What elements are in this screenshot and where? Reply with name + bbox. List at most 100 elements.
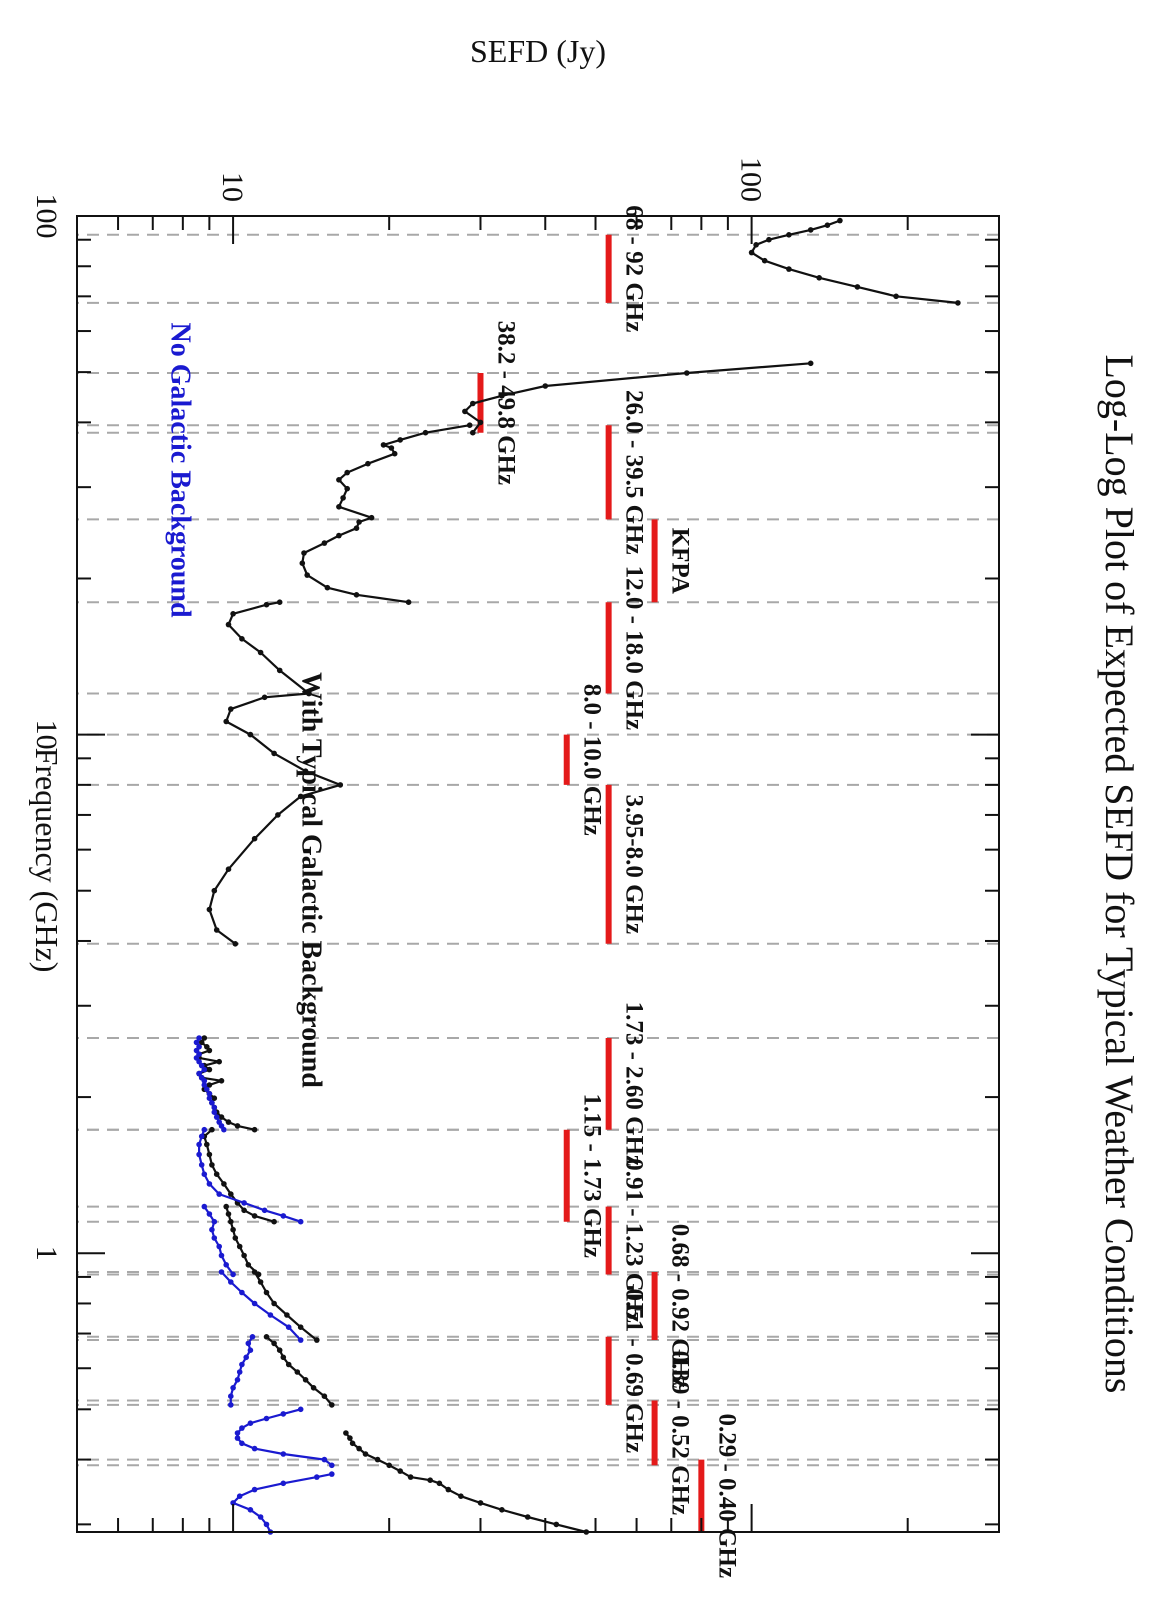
series-0-point-2-3 bbox=[271, 1300, 277, 1307]
series-0-point-4-8 bbox=[206, 1151, 213, 1158]
series-0-point-7-3 bbox=[239, 636, 245, 642]
series-0-point-8-20 bbox=[397, 437, 403, 443]
series-0-point-1-9 bbox=[263, 1334, 270, 1340]
band-label-7: 3.95-8.0 GHz bbox=[621, 795, 648, 935]
series-1-point-6-5 bbox=[211, 1104, 218, 1111]
series-0-point-1-5 bbox=[285, 1361, 292, 1368]
series-0-point-0-10 bbox=[397, 1468, 403, 1474]
series-1-point-0-4 bbox=[230, 1500, 236, 1506]
annotation-galactic: With Typical Galactic Background bbox=[295, 672, 326, 1088]
annotation-no-galactic: No Galactic Background bbox=[164, 322, 195, 617]
series-1-point-0-5 bbox=[236, 1493, 243, 1499]
series-1-point-2-3 bbox=[234, 1377, 241, 1383]
chart-title: Log-Log Plot of Expected SEFD for Typica… bbox=[1097, 354, 1142, 1393]
series-0-point-4-11 bbox=[209, 1126, 215, 1133]
series-0-point-6-6 bbox=[275, 812, 281, 818]
series-0-point-3-7 bbox=[225, 1211, 232, 1217]
series-0-point-6-5 bbox=[251, 835, 258, 842]
series-0-point-3-8 bbox=[223, 1203, 229, 1210]
series-1-point-6-10 bbox=[201, 1082, 208, 1088]
series-1-point-1-6 bbox=[234, 1430, 241, 1436]
series-0-line-10 bbox=[750, 219, 959, 304]
series-1-point-1-2 bbox=[280, 1451, 287, 1457]
series-1-point-1-5 bbox=[234, 1435, 241, 1441]
series-0-point-8-7 bbox=[336, 532, 342, 539]
series-1-point-4-4 bbox=[211, 1235, 218, 1241]
series-0-line-8 bbox=[301, 424, 470, 604]
band-label-11: 26.0 - 39.5 GHz bbox=[621, 390, 648, 555]
series-1-point-4-5 bbox=[209, 1226, 215, 1233]
x-tick-label-1: 10 bbox=[30, 720, 63, 750]
series-1-point-1-4 bbox=[239, 1440, 245, 1447]
series-0-point-5-10 bbox=[206, 1082, 213, 1088]
series-0-point-3-6 bbox=[227, 1218, 234, 1225]
series-0-point-6-14 bbox=[261, 694, 268, 701]
series-1-point-2-2 bbox=[230, 1385, 236, 1391]
series-1-point-6-8 bbox=[206, 1090, 213, 1097]
series-0-point-1-4 bbox=[294, 1369, 301, 1375]
series-1-line-0 bbox=[231, 1473, 333, 1533]
series-0-point-8-3 bbox=[304, 572, 310, 578]
series-0-point-6-12 bbox=[223, 718, 229, 725]
series-1-point-3-4 bbox=[239, 1289, 245, 1296]
series-0-point-4-1 bbox=[251, 1213, 258, 1219]
series-0-point-8-22 bbox=[466, 422, 473, 429]
series-0-point-4-7 bbox=[209, 1162, 215, 1168]
series-0-point-6-3 bbox=[211, 887, 218, 894]
series-0-point-10-12 bbox=[837, 217, 843, 224]
series-0-point-5-20 bbox=[203, 1044, 210, 1050]
series-0-point-9-6 bbox=[683, 370, 690, 376]
series-0-point-10-5 bbox=[761, 257, 768, 264]
series-0-line-9 bbox=[463, 362, 811, 434]
series-0-point-5-22 bbox=[201, 1035, 208, 1041]
series-0-point-10-8 bbox=[766, 236, 772, 243]
series-0-point-10-11 bbox=[824, 222, 831, 228]
series-1-point-4-0 bbox=[230, 1271, 236, 1278]
series-1-point-1-7 bbox=[239, 1425, 245, 1431]
x-axis-label: Frequency (GHz) bbox=[29, 748, 65, 973]
series-0-point-5-3 bbox=[218, 1114, 225, 1120]
series-0-point-5-11 bbox=[218, 1078, 225, 1084]
series-0-line-7 bbox=[227, 601, 310, 695]
series-1-point-2-1 bbox=[227, 1393, 234, 1399]
series-1-point-1-11 bbox=[297, 1406, 304, 1413]
series-0-point-5-0 bbox=[251, 1126, 258, 1133]
series-1-point-5-10 bbox=[198, 1133, 205, 1140]
series-0-point-3-0 bbox=[255, 1271, 262, 1278]
series-0-point-8-6 bbox=[321, 540, 328, 546]
series-1-point-4-7 bbox=[206, 1211, 213, 1217]
series-1-point-4-1 bbox=[223, 1262, 229, 1268]
axis-ticks bbox=[77, 215, 999, 1532]
series-1-point-0-2 bbox=[257, 1514, 264, 1520]
band-label-5: 1.15 - 1.73 GHz bbox=[579, 1093, 606, 1258]
series-0-point-3-2 bbox=[241, 1252, 247, 1259]
series-0-point-8-10 bbox=[368, 514, 375, 521]
series-1-point-5-5 bbox=[206, 1181, 213, 1187]
series-layer bbox=[193, 217, 961, 1535]
series-0-point-6-4 bbox=[225, 866, 232, 873]
series-0-point-4-5 bbox=[221, 1181, 227, 1187]
series-0-point-8-11 bbox=[336, 504, 342, 510]
series-1-point-2-8 bbox=[245, 1340, 252, 1347]
series-0-line-6 bbox=[208, 692, 342, 945]
series-1-point-6-4 bbox=[211, 1109, 218, 1115]
band-label-0: 0.29 - 0.40 GHz bbox=[713, 1413, 740, 1578]
series-0-point-2-0 bbox=[313, 1337, 320, 1343]
series-1-point-3-6 bbox=[218, 1269, 225, 1275]
series-0-point-5-16 bbox=[216, 1058, 222, 1065]
series-1-point-3-5 bbox=[227, 1279, 234, 1285]
series-0-point-9-5 bbox=[542, 383, 549, 389]
series-1-point-5-0 bbox=[297, 1218, 304, 1225]
series-0-point-8-18 bbox=[388, 445, 395, 451]
series-0-point-10-10 bbox=[807, 227, 814, 233]
series-0-point-6-9 bbox=[302, 768, 309, 775]
band-label-2: 0.51 - 0.69 GHz bbox=[621, 1289, 648, 1454]
series-1-point-0-6 bbox=[251, 1486, 258, 1493]
series-0-point-0-2 bbox=[524, 1514, 531, 1520]
y-axis-label: SEFD (Jy) bbox=[470, 33, 606, 69]
series-0-point-2-1 bbox=[297, 1324, 304, 1330]
series-0-point-5-1 bbox=[234, 1123, 241, 1129]
series-0-point-8-15 bbox=[344, 469, 350, 476]
band-label-10: KFPA bbox=[667, 528, 694, 594]
